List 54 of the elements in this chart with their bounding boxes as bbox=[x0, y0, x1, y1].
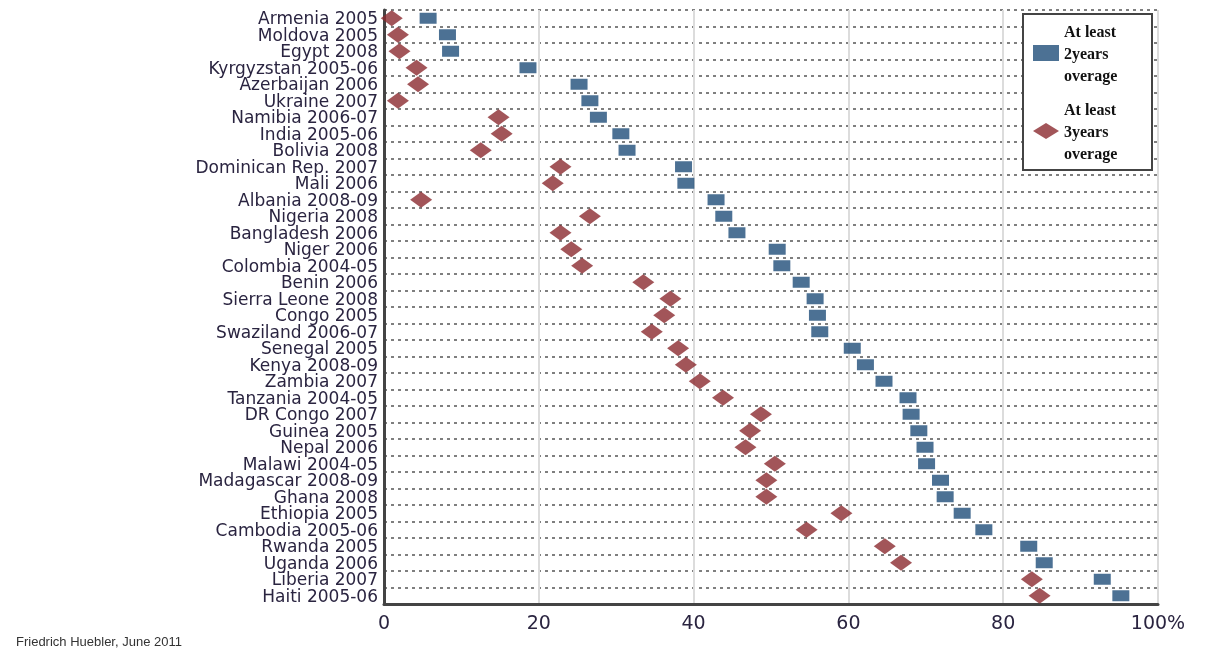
point bbox=[549, 224, 572, 241]
point bbox=[410, 191, 433, 208]
y-tick-label: Senegal 2005 bbox=[260, 338, 378, 359]
x-tick-label: 100% bbox=[1130, 610, 1186, 633]
point bbox=[755, 488, 778, 505]
point bbox=[407, 76, 430, 93]
x-tick-label: 20 bbox=[526, 610, 551, 633]
point bbox=[755, 472, 778, 489]
y-tick-label: Madagascar 2008-09 bbox=[198, 470, 378, 491]
point bbox=[578, 208, 601, 225]
point bbox=[688, 373, 711, 390]
point bbox=[469, 142, 492, 159]
point bbox=[1020, 571, 1043, 588]
point bbox=[380, 10, 403, 27]
point bbox=[739, 422, 762, 439]
point bbox=[386, 26, 409, 43]
point bbox=[549, 158, 572, 175]
y-tick-label: Uganda 2006 bbox=[263, 552, 378, 573]
point bbox=[734, 439, 757, 456]
text: Friedrich Huebler, June 2011 bbox=[16, 634, 182, 649]
point bbox=[571, 257, 594, 274]
point bbox=[487, 109, 510, 126]
point bbox=[667, 340, 690, 357]
point bbox=[763, 455, 786, 472]
legend-label: At least 2years overage bbox=[1064, 22, 1120, 85]
point bbox=[490, 125, 513, 142]
y-tick-label: Nigeria 2008 bbox=[268, 206, 378, 227]
point bbox=[712, 389, 735, 406]
point bbox=[890, 554, 913, 571]
point bbox=[388, 43, 411, 60]
x-tick-label: 60 bbox=[836, 610, 861, 633]
point bbox=[640, 323, 663, 340]
point bbox=[405, 59, 428, 76]
x-tick-label: 80 bbox=[991, 610, 1016, 633]
point bbox=[632, 274, 655, 291]
point bbox=[560, 241, 583, 258]
point bbox=[674, 356, 697, 373]
point bbox=[1028, 587, 1051, 604]
legend-label: At least 3years overage bbox=[1064, 100, 1120, 163]
x-tick-label: 40 bbox=[681, 610, 706, 633]
point bbox=[541, 175, 564, 192]
y-tick-label: Nepal 2006 bbox=[280, 437, 378, 458]
point bbox=[386, 92, 409, 109]
point bbox=[830, 505, 853, 522]
x-tick-label: 0 bbox=[377, 610, 391, 633]
point bbox=[873, 538, 896, 555]
y-tick-label: Moldova 2005 bbox=[257, 24, 378, 45]
y-tick-label: Ethiopia 2005 bbox=[260, 503, 378, 524]
point bbox=[795, 521, 818, 538]
point bbox=[659, 290, 682, 307]
y-tick-label: Haiti 2005-06 bbox=[262, 585, 378, 606]
point bbox=[653, 307, 676, 324]
point bbox=[749, 406, 772, 423]
y-tick-label: Niger 2006 bbox=[283, 239, 378, 260]
